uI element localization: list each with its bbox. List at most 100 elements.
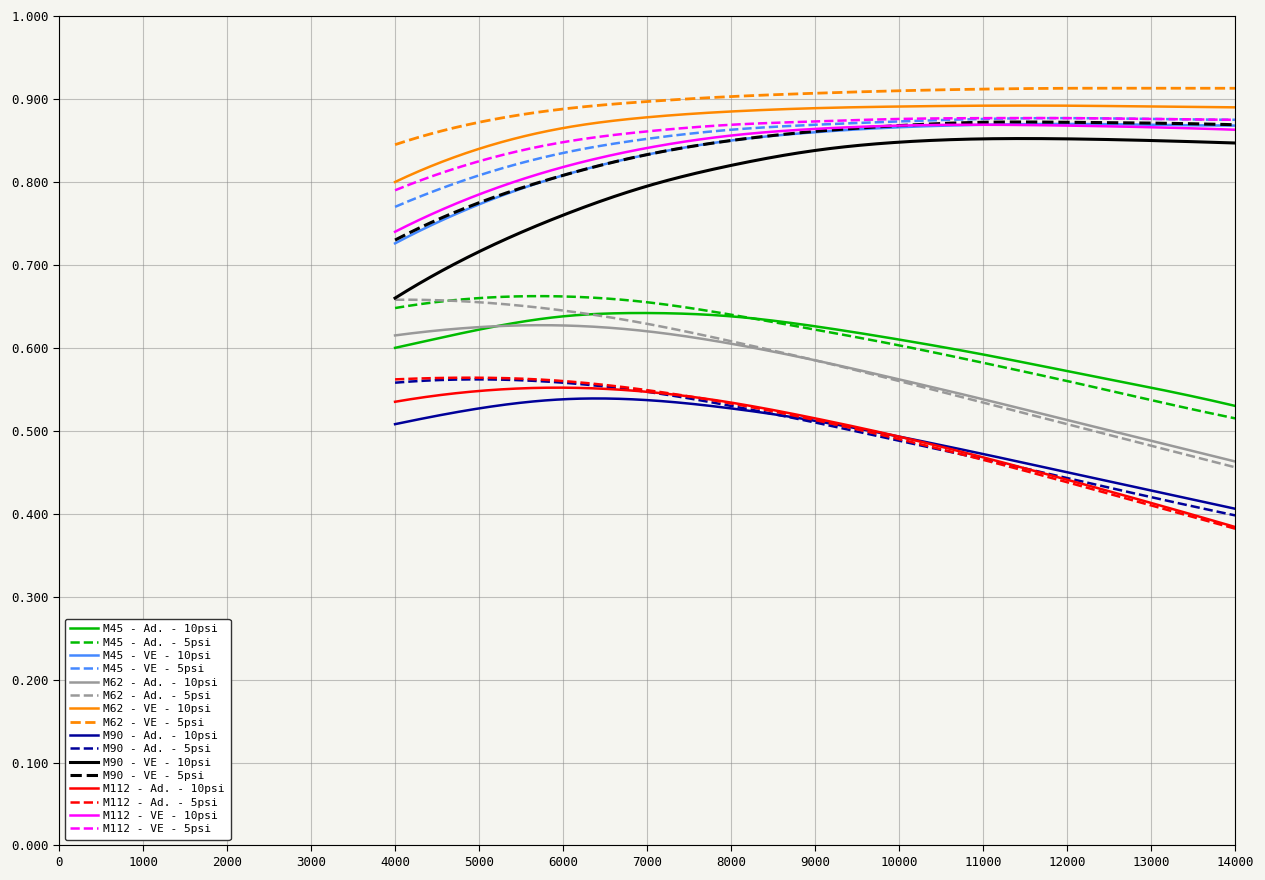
M45 - Ad. - 10psi [844, 326, 859, 337]
M62 - VE - 5psi [787, 89, 802, 99]
M90 - Ad. - 10psi [788, 413, 803, 423]
M45 - Ad. - 5psi [793, 322, 808, 333]
Line: M90 - VE - 5psi: M90 - VE - 5psi [395, 122, 1235, 240]
M112 - Ad. - 5psi [1227, 524, 1242, 534]
Line: M62 - Ad. - 5psi: M62 - Ad. - 5psi [395, 300, 1235, 467]
M90 - Ad. - 10psi [844, 422, 859, 433]
M62 - Ad. - 10psi [387, 330, 402, 341]
Line: M62 - VE - 10psi: M62 - VE - 10psi [395, 106, 1235, 182]
M112 - Ad. - 5psi [793, 412, 808, 422]
M62 - Ad. - 5psi [889, 375, 904, 385]
M112 - Ad. - 10psi [1227, 522, 1242, 532]
M62 - VE - 10psi [1078, 100, 1093, 111]
Line: M45 - Ad. - 10psi: M45 - Ad. - 10psi [395, 313, 1235, 406]
M62 - Ad. - 5psi [397, 295, 412, 305]
M90 - VE - 5psi [1078, 117, 1093, 128]
Legend: M45 - Ad. - 10psi, M45 - Ad. - 5psi, M45 - VE - 10psi, M45 - VE - 5psi, M62 - Ad: M45 - Ad. - 10psi, M45 - Ad. - 5psi, M45… [65, 619, 230, 840]
M62 - VE - 10psi [787, 104, 802, 114]
M112 - VE - 5psi [1227, 114, 1242, 125]
M90 - Ad. - 10psi [387, 419, 402, 429]
M90 - VE - 10psi [888, 137, 903, 148]
M112 - Ad. - 10psi [1209, 517, 1225, 527]
Line: M45 - Ad. - 5psi: M45 - Ad. - 5psi [395, 297, 1235, 418]
M90 - Ad. - 5psi [793, 414, 808, 425]
M112 - VE - 5psi [387, 185, 402, 195]
M62 - Ad. - 5psi [1227, 462, 1242, 473]
M45 - VE - 10psi [792, 128, 807, 139]
M112 - Ad. - 10psi [1078, 480, 1093, 490]
M45 - Ad. - 5psi [530, 291, 545, 302]
M62 - Ad. - 10psi [844, 363, 859, 374]
M62 - VE - 5psi [888, 85, 903, 96]
M90 - VE - 5psi [888, 121, 903, 131]
M45 - Ad. - 5psi [1227, 413, 1242, 423]
M62 - Ad. - 5psi [1209, 458, 1225, 468]
M45 - Ad. - 10psi [1078, 370, 1093, 380]
Line: M62 - Ad. - 10psi: M62 - Ad. - 10psi [395, 326, 1235, 461]
M90 - Ad. - 5psi [471, 374, 486, 385]
M62 - Ad. - 10psi [1227, 456, 1242, 466]
M45 - Ad. - 10psi [387, 342, 402, 353]
M45 - VE - 5psi [387, 202, 402, 212]
M62 - VE - 5psi [1227, 83, 1242, 93]
M90 - VE - 5psi [842, 123, 858, 134]
M45 - VE - 10psi [1227, 121, 1242, 131]
M90 - Ad. - 5psi [1227, 510, 1242, 521]
M45 - VE - 10psi [1078, 119, 1093, 129]
M62 - Ad. - 10psi [788, 351, 803, 362]
M90 - Ad. - 10psi [1078, 471, 1093, 481]
Line: M90 - Ad. - 5psi: M90 - Ad. - 5psi [395, 379, 1235, 516]
M90 - VE - 5psi [387, 235, 402, 246]
M45 - VE - 5psi [888, 116, 903, 127]
Line: M112 - VE - 10psi: M112 - VE - 10psi [395, 125, 1235, 231]
M112 - Ad. - 5psi [462, 372, 477, 383]
Line: M112 - Ad. - 10psi: M112 - Ad. - 10psi [395, 388, 1235, 527]
M45 - Ad. - 10psi [1227, 400, 1242, 411]
M112 - Ad. - 5psi [1209, 518, 1225, 529]
M112 - VE - 5psi [888, 114, 903, 124]
M112 - Ad. - 5psi [844, 422, 859, 433]
M90 - Ad. - 5psi [788, 414, 803, 424]
M62 - Ad. - 5psi [1078, 423, 1093, 434]
M62 - Ad. - 5psi [844, 363, 859, 374]
M45 - VE - 10psi [787, 128, 802, 139]
M62 - Ad. - 10psi [889, 373, 904, 384]
M45 - VE - 10psi [1056, 119, 1071, 129]
M90 - VE - 5psi [787, 128, 802, 138]
M112 - Ad. - 10psi [788, 409, 803, 420]
M112 - VE - 5psi [1209, 114, 1225, 125]
M90 - VE - 10psi [1209, 137, 1225, 148]
Line: M90 - Ad. - 10psi: M90 - Ad. - 10psi [395, 399, 1235, 509]
M112 - VE - 10psi [787, 125, 802, 136]
M112 - VE - 10psi [792, 125, 807, 136]
M45 - VE - 5psi [787, 121, 802, 131]
M90 - Ad. - 5psi [889, 435, 904, 445]
M62 - Ad. - 10psi [533, 320, 548, 331]
M62 - VE - 10psi [387, 177, 402, 187]
M90 - Ad. - 10psi [589, 393, 605, 404]
M112 - VE - 5psi [1078, 113, 1093, 123]
M112 - VE - 5psi [1022, 113, 1037, 123]
M90 - VE - 10psi [787, 149, 802, 159]
M112 - Ad. - 10psi [793, 410, 808, 421]
M62 - Ad. - 10psi [1078, 419, 1093, 429]
M90 - Ad. - 5psi [387, 378, 402, 388]
Line: M90 - VE - 10psi: M90 - VE - 10psi [395, 138, 1235, 298]
M112 - Ad. - 5psi [1078, 482, 1093, 493]
Line: M45 - VE - 5psi: M45 - VE - 5psi [395, 118, 1235, 207]
M45 - VE - 10psi [888, 122, 903, 133]
M90 - VE - 5psi [1227, 120, 1242, 130]
M45 - VE - 10psi [1209, 121, 1225, 131]
M62 - VE - 5psi [1094, 83, 1109, 93]
M62 - VE - 10psi [792, 103, 807, 114]
M90 - Ad. - 5psi [1209, 506, 1225, 517]
M45 - VE - 5psi [1227, 114, 1242, 125]
M90 - VE - 10psi [387, 293, 402, 304]
M90 - Ad. - 10psi [1227, 503, 1242, 514]
M90 - VE - 10psi [1078, 134, 1093, 144]
M112 - Ad. - 10psi [889, 431, 904, 442]
M45 - Ad. - 5psi [1078, 380, 1093, 391]
M62 - VE - 10psi [1018, 100, 1034, 111]
M112 - VE - 10psi [1227, 124, 1242, 135]
M45 - VE - 5psi [792, 121, 807, 131]
